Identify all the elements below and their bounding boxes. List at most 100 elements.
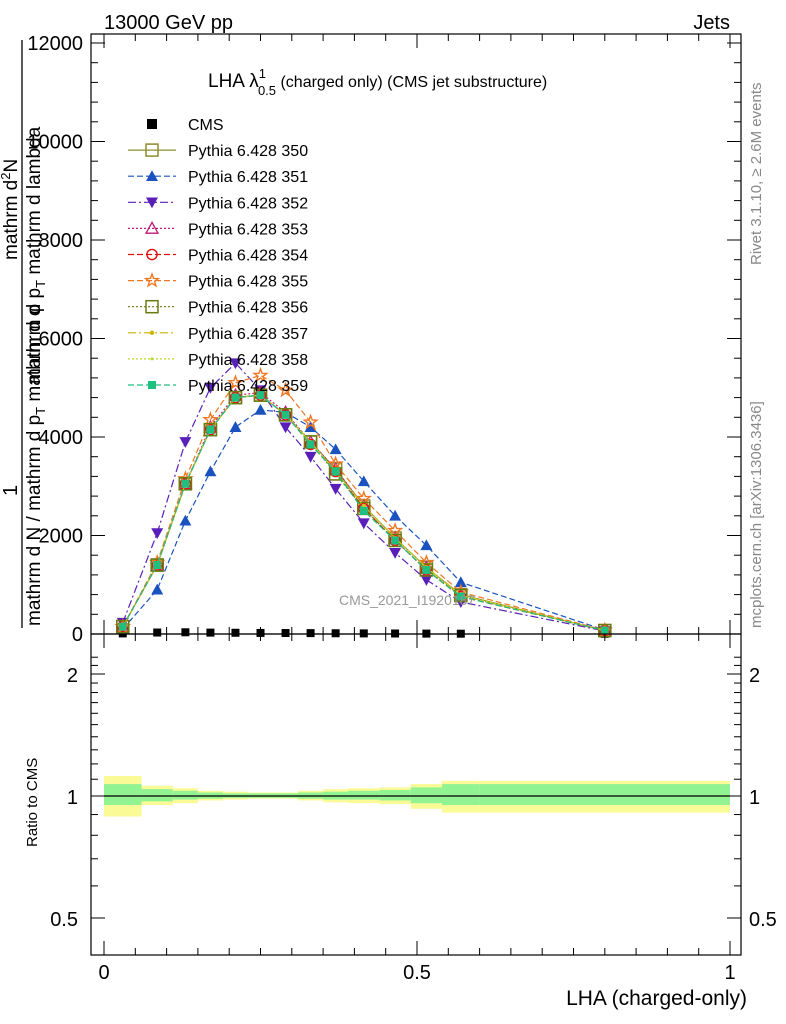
x-tick-label: 0 xyxy=(98,962,109,984)
data-point xyxy=(420,575,433,586)
legend-entry: Pythia 6.428 350 xyxy=(128,143,308,160)
ratio-band-inner xyxy=(379,789,411,801)
data-point xyxy=(302,413,319,430)
title-sub: 0.5 xyxy=(258,83,276,98)
ratio-y-tick-label: 0.5 xyxy=(50,909,78,931)
ratio-band-inner xyxy=(104,784,142,806)
data-point xyxy=(181,628,190,637)
data-point xyxy=(153,628,162,637)
data-point xyxy=(151,528,164,540)
data-point xyxy=(456,592,465,601)
data-point xyxy=(386,521,404,538)
data-point xyxy=(329,483,342,495)
legend-entry: Pythia 6.428 357 xyxy=(128,326,308,343)
data-point xyxy=(389,547,402,559)
title-main: LHA λ xyxy=(208,71,259,92)
ratio-y-tick-label-right: 0.5 xyxy=(749,909,777,931)
legend-label: Pythia 6.428 353 xyxy=(188,221,308,238)
legend-marker xyxy=(146,197,158,209)
data-point xyxy=(359,506,368,515)
data-point xyxy=(153,561,162,570)
ylabel-one: 1 xyxy=(0,485,22,496)
beam-label: 13000 GeV pp xyxy=(104,12,233,34)
data-point xyxy=(227,374,244,390)
data-point xyxy=(206,628,215,637)
data-point xyxy=(306,629,315,638)
ratio-plot-panel: 0 0.5 1 0.5 0.5 1 1 2 2 xyxy=(50,633,777,984)
data-point xyxy=(327,455,344,472)
data-point xyxy=(151,559,164,571)
data-point xyxy=(331,629,340,638)
ratio-band-inner xyxy=(348,790,380,800)
data-point xyxy=(118,622,127,631)
ratio-y-tick-label-right: 1 xyxy=(749,787,760,809)
y-tick-label: 2000 xyxy=(39,526,84,548)
data-point xyxy=(304,438,317,451)
data-point xyxy=(206,425,215,434)
data-point xyxy=(454,576,467,588)
legend-label: Pythia 6.428 352 xyxy=(188,195,308,212)
legend-marker xyxy=(147,119,157,129)
process-label: Jets xyxy=(693,12,730,34)
series-cms xyxy=(118,628,609,638)
data-point xyxy=(389,509,402,521)
legend-label: Pythia 6.428 356 xyxy=(188,300,308,317)
data-point xyxy=(277,381,294,398)
legend-marker xyxy=(144,221,160,234)
y-tick-label: 12000 xyxy=(27,33,83,55)
data-point xyxy=(454,588,468,603)
data-point xyxy=(306,440,315,449)
legend: CMS Pythia 6.428 350 Pythia 6.428 351 Pythi… xyxy=(128,117,308,395)
ratio-y-tick-label: 1 xyxy=(67,787,78,809)
legend-label: Pythia 6.428 357 xyxy=(188,326,308,343)
legend-entry: Pythia 6.428 353 xyxy=(128,221,308,238)
data-point xyxy=(254,403,267,415)
series-355 xyxy=(114,366,614,638)
legend-entry: CMS xyxy=(147,117,224,134)
legend-entry: Pythia 6.428 351 xyxy=(128,169,308,186)
title-suffix: (charged only) (CMS jet substructure) xyxy=(276,74,547,91)
y-tick-label: 8000 xyxy=(39,230,84,252)
ratio-y-tick-label: 2 xyxy=(67,665,78,687)
data-point xyxy=(178,477,193,491)
legend-marker xyxy=(146,170,158,181)
ratio-y-tick-label-right: 2 xyxy=(749,665,760,687)
data-point xyxy=(600,626,609,635)
legend-entry: Pythia 6.428 359 xyxy=(128,378,308,395)
legend-entry: Pythia 6.428 358 xyxy=(128,352,308,369)
ylabel-denominator-top: mathrm d pT mathrm d lambda xyxy=(24,126,48,384)
title-sup: 1 xyxy=(259,66,266,81)
legend-marker xyxy=(145,143,159,157)
legend-marker xyxy=(150,357,154,361)
ratio-band-inner xyxy=(172,790,198,800)
data-point xyxy=(279,409,292,421)
series-line xyxy=(122,394,605,632)
data-point xyxy=(151,583,164,595)
x-axis-label: LHA (charged-only) xyxy=(566,987,747,1010)
data-point xyxy=(278,408,293,422)
series-line xyxy=(122,409,605,631)
data-point xyxy=(256,628,265,637)
series-359 xyxy=(118,391,609,635)
y-tick-label: 4000 xyxy=(39,427,84,449)
data-point xyxy=(256,391,265,400)
legend-label: Pythia 6.428 359 xyxy=(188,378,308,395)
series-line xyxy=(122,394,605,632)
legend-entry: Pythia 6.428 354 xyxy=(128,248,308,265)
data-point xyxy=(203,422,218,437)
data-point xyxy=(357,518,370,530)
x-tick-label: 1 xyxy=(724,962,735,984)
data-point xyxy=(304,421,317,432)
data-point xyxy=(388,533,402,548)
legend-entry: Pythia 6.428 352 xyxy=(128,195,308,212)
data-point xyxy=(420,539,433,551)
data-point xyxy=(418,553,435,570)
data-point xyxy=(254,385,267,397)
y-tick-label: 6000 xyxy=(39,329,84,351)
ylabel-denominator: mathrm d N / mathrm d pT mathrm d φ xyxy=(24,304,48,626)
ratio-y-label: Ratio to CMS xyxy=(24,758,41,847)
data-point xyxy=(204,465,217,477)
data-point xyxy=(204,382,217,394)
legend-label: Pythia 6.428 358 xyxy=(188,352,308,369)
